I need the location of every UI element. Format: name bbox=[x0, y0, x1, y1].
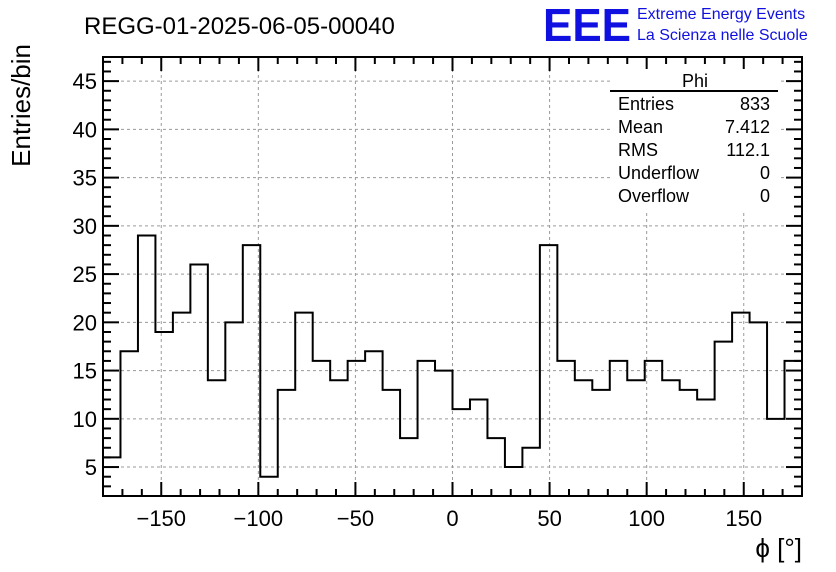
y-tick-label: 15 bbox=[73, 359, 97, 384]
y-axis-label: Entries/bin bbox=[6, 44, 36, 167]
stats-box: Phi Entries 833 Mean 7.412 RMS 112.1 Und… bbox=[610, 69, 780, 211]
y-tick-label: 5 bbox=[85, 455, 97, 480]
logo-mark: EEE bbox=[543, 0, 631, 51]
stats-box-bg bbox=[610, 69, 780, 211]
y-tick-label: 35 bbox=[73, 166, 97, 191]
y-tick-label: 20 bbox=[73, 310, 97, 335]
x-tick-label: −50 bbox=[337, 506, 374, 531]
stats-row-underflow-value: 0 bbox=[760, 163, 770, 183]
y-tick-labels: 5 10 15 20 25 30 35 40 45 bbox=[73, 69, 97, 480]
y-tick-label: 40 bbox=[73, 117, 97, 142]
x-tick-labels: −150 −100 −50 0 50 100 150 bbox=[136, 506, 762, 531]
y-tick-label: 30 bbox=[73, 214, 97, 239]
y-tick-label: 45 bbox=[73, 69, 97, 94]
logo-line1: Extreme Energy Events bbox=[637, 6, 805, 23]
stats-row-rms-label: RMS bbox=[618, 140, 658, 160]
stats-row-mean-value: 7.412 bbox=[725, 117, 770, 137]
x-tick-label: 0 bbox=[446, 506, 458, 531]
x-axis-label: ϕ [°] bbox=[755, 533, 802, 563]
logo-line2: La Scienza nelle Scuole bbox=[637, 27, 808, 44]
y-tick-label: 10 bbox=[73, 407, 97, 432]
histogram-line bbox=[102, 234, 803, 496]
x-tick-label: 150 bbox=[725, 506, 762, 531]
stats-row-entries-label: Entries bbox=[618, 94, 674, 114]
y-tick-label: 25 bbox=[73, 262, 97, 287]
x-tick-label: −150 bbox=[136, 506, 186, 531]
x-tick-label: 100 bbox=[628, 506, 665, 531]
stats-row-underflow-label: Underflow bbox=[618, 163, 700, 183]
x-tick-label: −100 bbox=[234, 506, 284, 531]
stats-row-rms-value: 112.1 bbox=[726, 140, 770, 160]
stats-row-overflow-label: Overflow bbox=[618, 186, 690, 206]
axis-ticks bbox=[103, 57, 802, 496]
stats-row-entries-value: 833 bbox=[740, 94, 770, 114]
chart-title: REGG-01-2025-06-05-00040 bbox=[84, 13, 395, 40]
stats-row-overflow-value: 0 bbox=[760, 186, 770, 206]
stats-box-title: Phi bbox=[682, 71, 708, 91]
stats-row-mean-label: Mean bbox=[618, 117, 663, 137]
eee-logo: EEE Extreme Energy Events La Scienza nel… bbox=[543, 0, 808, 51]
x-tick-label: 50 bbox=[537, 506, 561, 531]
